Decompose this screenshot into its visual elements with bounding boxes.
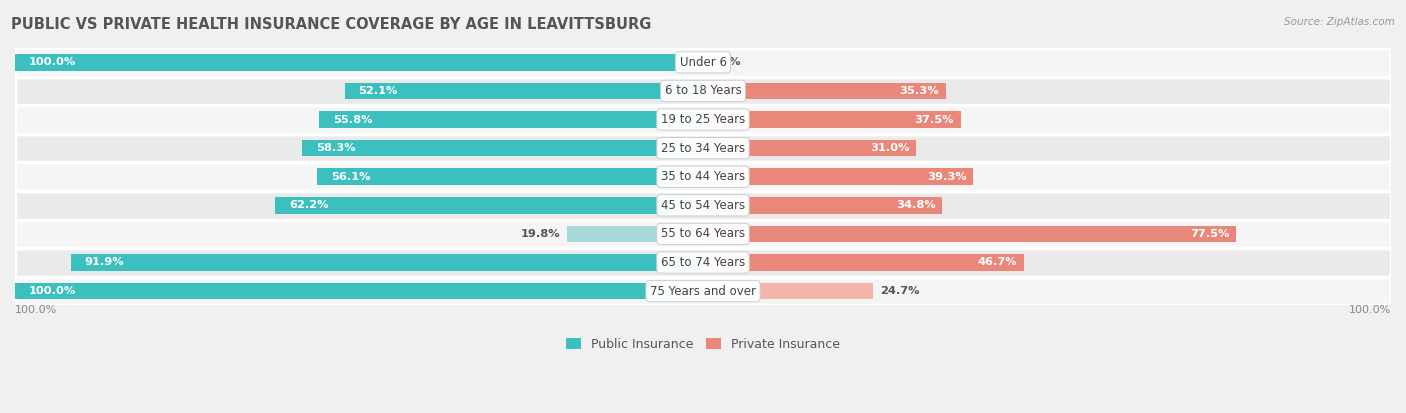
Bar (15, 134, 1391, 162)
Bar (344, 83, 703, 99)
Text: 39.3%: 39.3% (927, 172, 966, 182)
Bar (703, 83, 946, 99)
Text: 0.0%: 0.0% (710, 57, 741, 67)
Text: 100.0%: 100.0% (1348, 305, 1391, 316)
Text: 58.3%: 58.3% (316, 143, 356, 153)
Text: 91.9%: 91.9% (84, 257, 124, 268)
Text: 35 to 44 Years: 35 to 44 Years (661, 170, 745, 183)
Text: 46.7%: 46.7% (977, 257, 1018, 268)
Text: Source: ZipAtlas.com: Source: ZipAtlas.com (1284, 17, 1395, 26)
Bar (15, 248, 1391, 277)
Text: 77.5%: 77.5% (1189, 229, 1229, 239)
Text: 52.1%: 52.1% (359, 86, 398, 96)
Text: 6 to 18 Years: 6 to 18 Years (665, 84, 741, 97)
Bar (15, 277, 1391, 305)
Text: 35.3%: 35.3% (900, 86, 939, 96)
Text: 75 Years and over: 75 Years and over (650, 285, 756, 298)
Text: 31.0%: 31.0% (870, 143, 910, 153)
Bar (703, 254, 1025, 271)
Text: 45 to 54 Years: 45 to 54 Years (661, 199, 745, 212)
Bar (15, 220, 1391, 248)
Text: 100.0%: 100.0% (28, 57, 76, 67)
Bar (15, 54, 703, 71)
Bar (703, 225, 1236, 242)
Text: 19 to 25 Years: 19 to 25 Years (661, 113, 745, 126)
Text: 19.8%: 19.8% (520, 229, 560, 239)
Text: 55 to 64 Years: 55 to 64 Years (661, 228, 745, 240)
Text: 55.8%: 55.8% (333, 114, 373, 125)
Text: 62.2%: 62.2% (288, 200, 329, 210)
Text: Under 6: Under 6 (679, 56, 727, 69)
Text: 65 to 74 Years: 65 to 74 Years (661, 256, 745, 269)
Bar (703, 197, 942, 214)
Bar (15, 48, 1391, 77)
Bar (316, 169, 703, 185)
Bar (15, 191, 1391, 220)
Bar (15, 105, 1391, 134)
Legend: Public Insurance, Private Insurance: Public Insurance, Private Insurance (561, 333, 845, 356)
Text: 56.1%: 56.1% (330, 172, 370, 182)
Text: 100.0%: 100.0% (15, 305, 58, 316)
Bar (70, 254, 703, 271)
Bar (15, 77, 1391, 105)
Bar (703, 283, 873, 299)
Bar (302, 140, 703, 157)
Bar (15, 162, 1391, 191)
Text: 25 to 34 Years: 25 to 34 Years (661, 142, 745, 154)
Bar (703, 169, 973, 185)
Text: 100.0%: 100.0% (28, 286, 76, 296)
Bar (567, 225, 703, 242)
Bar (15, 283, 703, 299)
Text: 34.8%: 34.8% (896, 200, 935, 210)
Bar (703, 140, 917, 157)
Text: PUBLIC VS PRIVATE HEALTH INSURANCE COVERAGE BY AGE IN LEAVITTSBURG: PUBLIC VS PRIVATE HEALTH INSURANCE COVER… (11, 17, 651, 31)
Bar (276, 197, 703, 214)
Text: 24.7%: 24.7% (880, 286, 920, 296)
Text: 37.5%: 37.5% (915, 114, 955, 125)
Bar (319, 111, 703, 128)
Bar (703, 111, 960, 128)
